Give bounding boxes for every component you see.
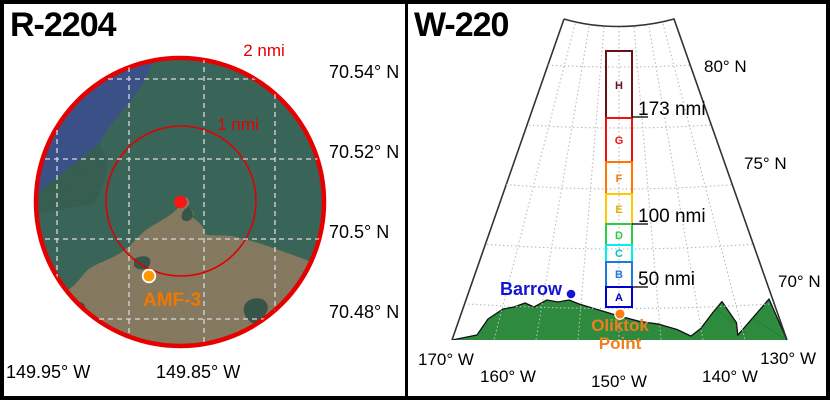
svg-text:Barrow: Barrow	[500, 279, 563, 299]
svg-text:140° W: 140° W	[702, 367, 758, 386]
svg-text:D: D	[615, 230, 623, 242]
svg-text:150° W: 150° W	[591, 372, 647, 391]
svg-text:E: E	[615, 204, 622, 216]
svg-text:H: H	[615, 80, 623, 92]
svg-text:C: C	[615, 248, 623, 260]
svg-text:50 nmi: 50 nmi	[638, 269, 695, 290]
svg-text:2 nmi: 2 nmi	[243, 41, 285, 60]
svg-text:100 nmi: 100 nmi	[638, 206, 706, 227]
svg-text:Oliktok: Oliktok	[591, 316, 649, 335]
svg-text:G: G	[615, 135, 624, 147]
svg-text:75° N: 75° N	[744, 154, 787, 173]
svg-text:160° W: 160° W	[480, 367, 536, 386]
svg-text:AMF-3: AMF-3	[143, 290, 201, 311]
svg-text:1 nmi: 1 nmi	[217, 115, 259, 134]
svg-text:130° W: 130° W	[760, 349, 816, 368]
svg-text:173 nmi: 173 nmi	[638, 99, 706, 120]
svg-text:170° W: 170° W	[418, 350, 474, 369]
svg-text:A: A	[615, 292, 623, 304]
svg-text:Point: Point	[599, 334, 642, 353]
svg-text:B: B	[615, 269, 623, 281]
svg-text:80° N: 80° N	[704, 57, 747, 76]
svg-text:70° N: 70° N	[778, 272, 821, 291]
svg-text:F: F	[616, 173, 623, 185]
